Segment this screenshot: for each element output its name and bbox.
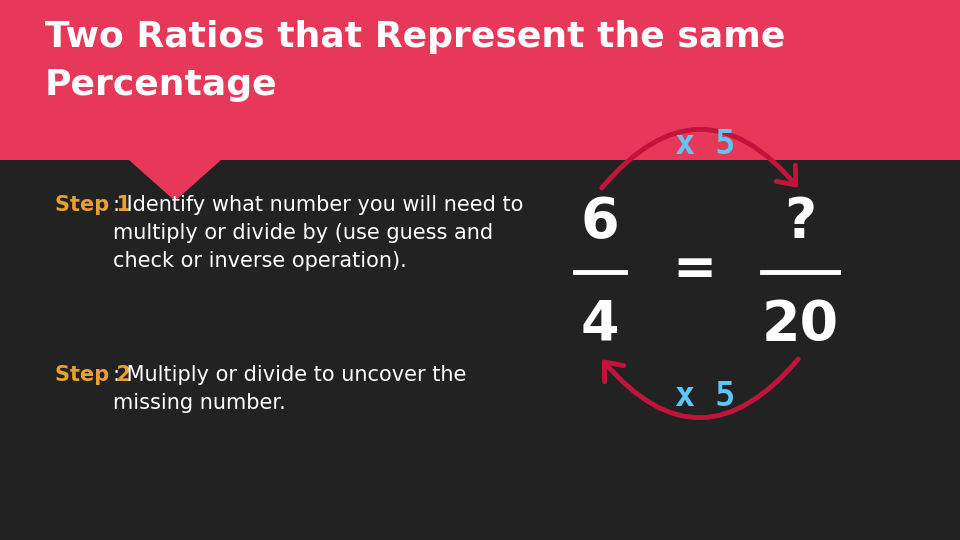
Text: 4: 4 — [581, 298, 619, 352]
Text: x 5: x 5 — [675, 381, 735, 414]
Text: Step 1: Step 1 — [55, 195, 131, 215]
Text: 20: 20 — [761, 298, 839, 352]
Text: x 5: x 5 — [675, 127, 735, 160]
Text: Two Ratios that Represent the same: Two Ratios that Represent the same — [45, 20, 785, 54]
Text: : Identify what number you will need to
multiply or divide by (use guess and
che: : Identify what number you will need to … — [113, 195, 523, 271]
Text: Step 2: Step 2 — [55, 365, 131, 385]
Text: ?: ? — [784, 195, 816, 249]
Polygon shape — [130, 160, 220, 200]
Text: : Multiply or divide to uncover the
missing number.: : Multiply or divide to uncover the miss… — [113, 365, 467, 413]
FancyArrowPatch shape — [602, 129, 796, 188]
Text: Percentage: Percentage — [45, 68, 277, 102]
Text: 6: 6 — [581, 195, 619, 249]
Bar — [0, 0, 960, 160]
Text: =: = — [673, 244, 717, 296]
FancyArrowPatch shape — [604, 359, 798, 418]
